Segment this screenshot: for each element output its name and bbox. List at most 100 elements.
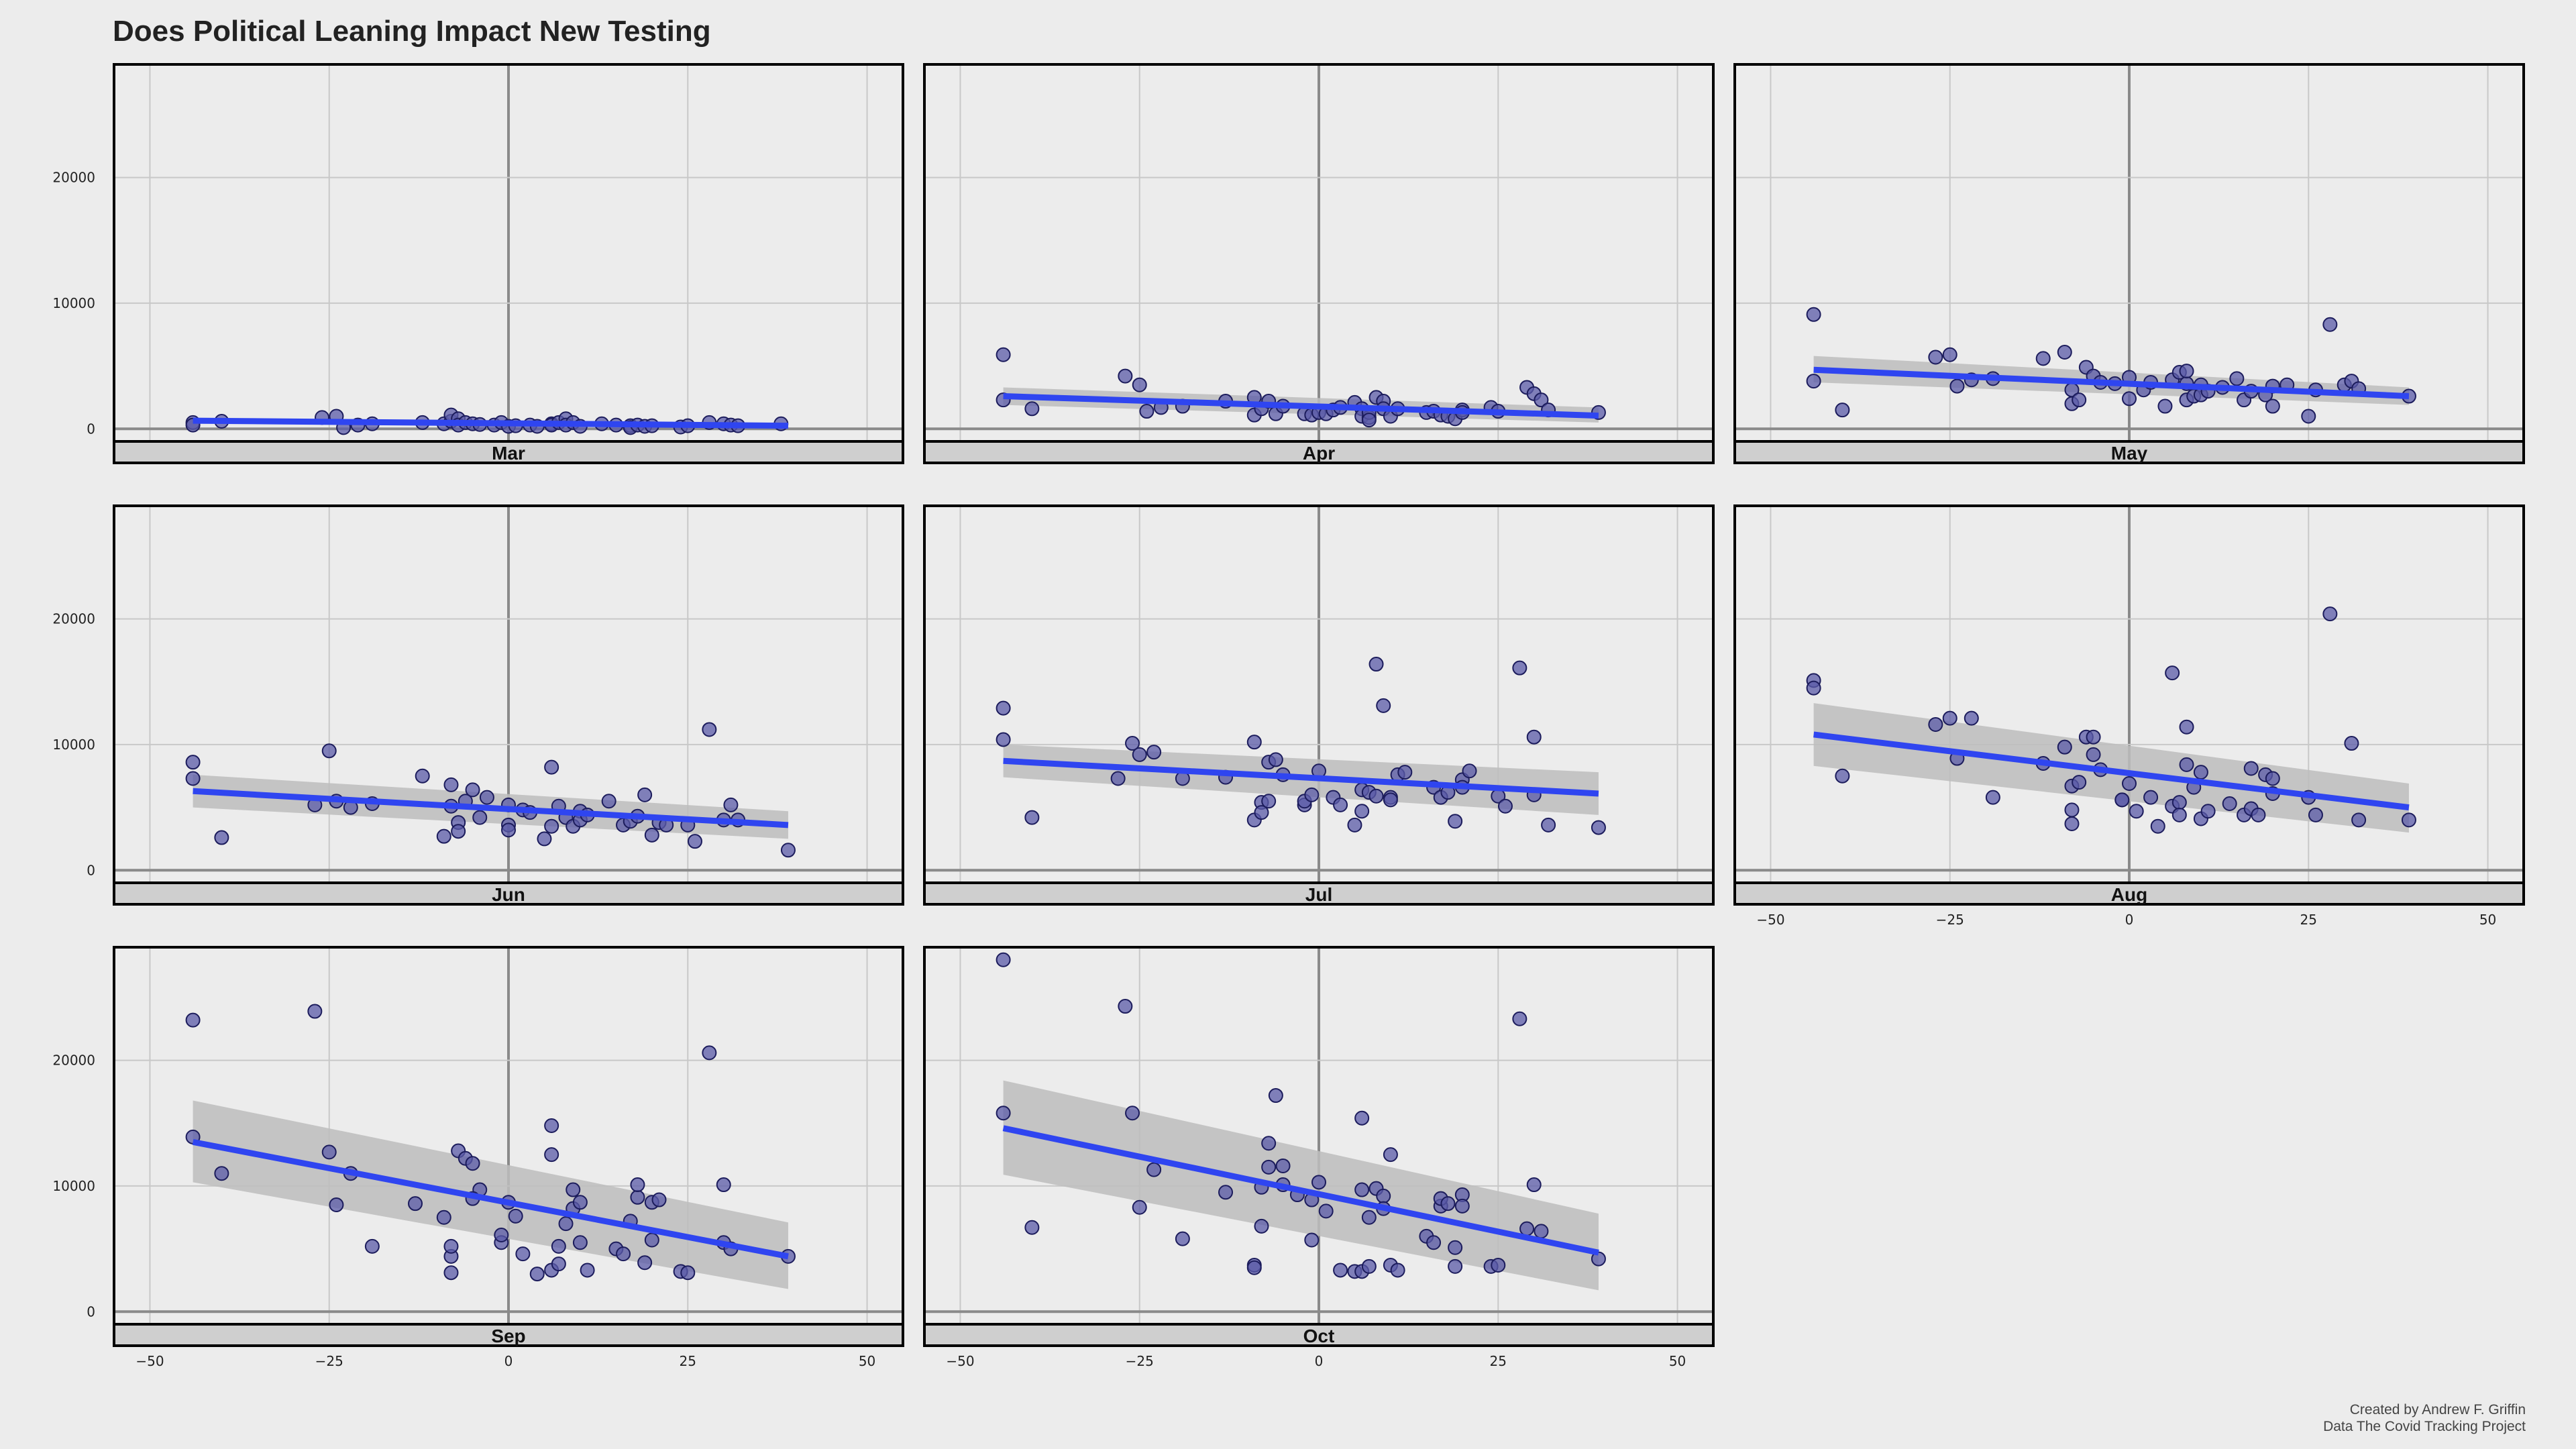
data-point xyxy=(2179,719,2194,735)
data-point xyxy=(1333,1263,1348,1278)
data-point xyxy=(1146,1162,1162,1177)
y-tick-label: 10000 xyxy=(52,737,95,753)
data-point xyxy=(1254,805,1269,820)
data-point xyxy=(2179,757,2194,772)
regression-line xyxy=(1003,757,1599,797)
data-point xyxy=(702,722,717,737)
data-point xyxy=(544,818,559,834)
data-point xyxy=(1318,1203,1334,1219)
data-point xyxy=(1132,747,1147,762)
data-point xyxy=(2064,816,2080,831)
data-point xyxy=(2401,812,2416,828)
data-point xyxy=(1361,1258,1377,1274)
data-point xyxy=(1175,1231,1190,1246)
data-point xyxy=(996,347,1011,362)
data-point xyxy=(780,843,796,858)
facet-panel-jul: Jul xyxy=(923,504,1715,906)
regression-line xyxy=(1002,1125,1599,1256)
data-point xyxy=(566,1182,581,1197)
y-tick-label: 20000 xyxy=(52,170,95,186)
data-point xyxy=(2351,812,2367,828)
data-point xyxy=(551,1238,566,1254)
facet-label: Jul xyxy=(1305,884,1332,905)
data-point xyxy=(1118,999,1133,1014)
data-point xyxy=(1985,790,2000,805)
data-point xyxy=(1376,1188,1391,1203)
x-tick-label: 25 xyxy=(1490,1353,1507,1369)
confidence-band xyxy=(1813,703,2409,833)
data-point xyxy=(443,1265,459,1281)
facet-label: Mar xyxy=(492,443,525,464)
data-point xyxy=(630,1189,645,1205)
data-point xyxy=(601,794,616,809)
data-point xyxy=(1354,1110,1370,1126)
facet-panel-apr: Apr xyxy=(923,63,1715,464)
data-point xyxy=(1519,1221,1535,1236)
data-point xyxy=(494,1227,509,1242)
data-point xyxy=(1964,710,1979,726)
data-point xyxy=(572,1235,588,1250)
data-point xyxy=(644,1232,659,1248)
data-point xyxy=(544,1147,559,1163)
data-point xyxy=(1397,765,1413,780)
facet-panel-sep: Sep 0 10000 20000 −50 −25 0 25 50 xyxy=(52,946,904,1369)
data-point xyxy=(1526,1177,1542,1193)
data-point xyxy=(2322,317,2338,332)
data-point xyxy=(1534,1224,1549,1239)
facet-panel-oct: Oct −50 −25 0 25 50 xyxy=(923,946,1715,1369)
x-tick-label: −25 xyxy=(315,1353,343,1369)
data-point xyxy=(1354,1182,1370,1197)
data-point xyxy=(996,700,1011,716)
data-point xyxy=(1024,810,1040,825)
data-point xyxy=(1024,401,1040,417)
data-point xyxy=(1132,1199,1147,1215)
data-point xyxy=(321,1144,337,1160)
data-point xyxy=(329,1197,344,1213)
data-point xyxy=(544,759,559,775)
data-point xyxy=(1246,1260,1262,1275)
data-point xyxy=(2057,344,2072,360)
data-point xyxy=(2193,765,2208,780)
data-point xyxy=(1497,798,1513,814)
data-point xyxy=(436,828,451,844)
facet-panel-aug: Aug −50 −25 0 25 50 xyxy=(1733,504,2525,928)
data-point xyxy=(508,1208,523,1224)
data-point xyxy=(1246,735,1262,750)
facet-strip xyxy=(1733,881,2525,906)
data-point xyxy=(2165,665,2180,681)
data-point xyxy=(364,1238,380,1254)
data-point xyxy=(580,1263,595,1278)
data-point xyxy=(443,1238,459,1254)
data-point xyxy=(2064,802,2080,818)
data-point xyxy=(1426,1235,1442,1250)
data-point xyxy=(1928,350,1943,365)
data-point xyxy=(2265,771,2280,786)
regression-line xyxy=(193,788,789,828)
data-point xyxy=(185,771,201,786)
x-tick-label: −25 xyxy=(1126,1353,1154,1369)
confidence-band xyxy=(193,1100,788,1289)
facet-label: Jun xyxy=(492,884,525,905)
facet-strip xyxy=(923,440,1715,464)
data-point xyxy=(2143,790,2159,805)
data-point xyxy=(1534,392,1549,408)
x-tick-label: 50 xyxy=(2479,912,2496,928)
data-point xyxy=(1361,1210,1377,1225)
data-point xyxy=(1512,660,1527,676)
data-point xyxy=(2229,371,2245,386)
y-tick-label: 20000 xyxy=(52,611,95,627)
data-point xyxy=(2179,364,2194,379)
data-point xyxy=(2150,818,2165,834)
y-tick-label: 0 xyxy=(87,421,95,437)
data-point xyxy=(1268,1088,1283,1104)
data-point xyxy=(1526,729,1542,745)
data-point xyxy=(1491,1257,1506,1273)
data-point xyxy=(443,777,459,792)
data-point xyxy=(2035,351,2051,366)
data-point xyxy=(2200,804,2216,819)
data-point xyxy=(637,1255,653,1271)
facet-strip xyxy=(113,440,904,464)
data-point xyxy=(1024,1220,1040,1235)
regression-line xyxy=(1813,731,2410,811)
data-point xyxy=(630,1177,645,1193)
